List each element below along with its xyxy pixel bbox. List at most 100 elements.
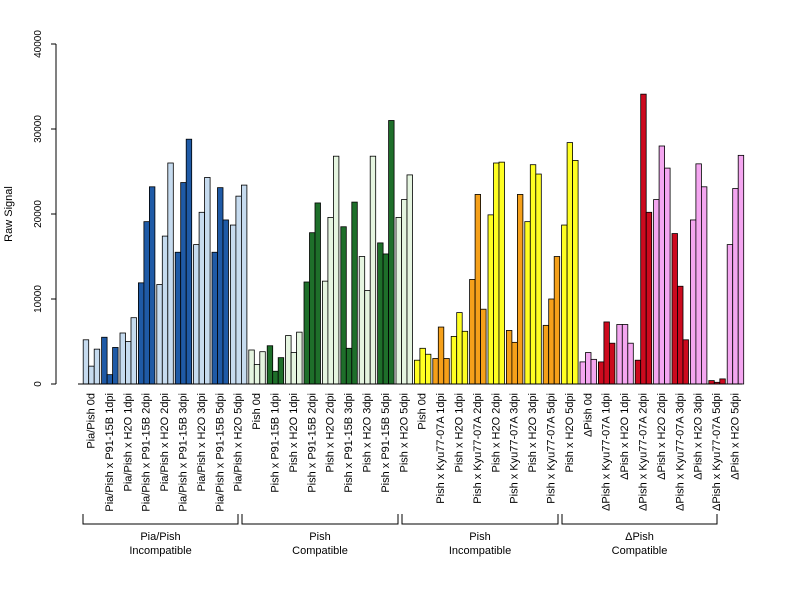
- bar: [358, 256, 366, 385]
- bar: [309, 232, 316, 385]
- bar: [719, 378, 726, 385]
- x-tick-label: ΔPish x Kyu77-07A 2dpi: [637, 393, 649, 511]
- bar: [222, 219, 229, 385]
- bar: [112, 347, 119, 385]
- bar: [272, 370, 279, 385]
- bar: [603, 321, 610, 385]
- bar: [161, 235, 169, 385]
- x-tick-label: Pia/Pish x H2O 1dpi: [122, 393, 134, 491]
- x-tick-label: Pia/Pish x H2O 3dpi: [196, 393, 208, 491]
- x-tick-label: Pish x H2O 3dpi: [361, 393, 373, 472]
- bar: [93, 348, 101, 385]
- x-axis-labels: Pia/Pish 0d Pia/Pish x P91-15B 1dpi Pia/Pi…: [85, 393, 741, 512]
- bar: [664, 167, 671, 385]
- bar: [185, 138, 193, 385]
- x-tick-label: Pish x H2O 5dpi: [398, 393, 410, 472]
- x-tick-label: Pish x H2O 5dpi: [564, 393, 576, 472]
- x-tick-label: Pish x P91-15B 1dpi: [269, 393, 281, 493]
- bar: [253, 364, 261, 385]
- bar: [566, 142, 573, 385]
- bar: [424, 353, 432, 385]
- x-tick-label: Pish x Kyu77-07A 2dpi: [472, 393, 484, 504]
- x-tick-label: ΔPish x H2O 3dpi: [693, 393, 705, 480]
- bar: [137, 282, 145, 385]
- x-tick-label: ΔPish x Kyu77-07A 5dpi: [711, 393, 723, 511]
- bar: [443, 358, 450, 385]
- group-bracket: [561, 514, 718, 525]
- bar: [290, 352, 298, 385]
- x-tick-label: Pia/Pish x P91-15B 1dpi: [104, 393, 116, 512]
- bar: [106, 374, 113, 385]
- x-tick-label: Pish x H2O 2dpi: [490, 393, 502, 472]
- bar: [125, 341, 132, 385]
- group-label-line2: Compatible: [292, 545, 348, 557]
- x-tick-label: ΔPish 0d: [582, 393, 594, 437]
- x-tick-label: ΔPish x H2O 1dpi: [619, 393, 631, 480]
- bar: [726, 244, 734, 385]
- bar: [413, 359, 421, 385]
- bar: [401, 199, 408, 385]
- bar: [259, 351, 266, 385]
- bar: [634, 359, 642, 385]
- group-label-line2: Compatible: [612, 545, 668, 557]
- bar: [119, 332, 126, 385]
- x-tick-label: Pia/Pish x P91-15B 5dpi: [214, 393, 226, 512]
- bar: [621, 324, 629, 385]
- bar: [701, 186, 708, 385]
- bar: [148, 186, 156, 385]
- bar: [529, 164, 537, 385]
- bar: [395, 216, 402, 385]
- bar: [285, 335, 292, 385]
- bar: [88, 365, 95, 385]
- group-label-line2: Incompatible: [129, 545, 191, 557]
- bar: [377, 242, 384, 385]
- bar: [627, 342, 634, 385]
- bar: [658, 145, 665, 385]
- bar: [474, 194, 482, 385]
- bar: [364, 290, 371, 385]
- bar: [235, 195, 242, 385]
- bar: [193, 244, 200, 385]
- bar: [327, 216, 334, 385]
- bar: [266, 345, 274, 385]
- bars: [82, 93, 745, 385]
- bar: [461, 330, 469, 385]
- bar: [690, 219, 697, 385]
- bar: [174, 251, 182, 385]
- x-tick-label: Pia/Pish x H2O 5dpi: [233, 393, 245, 491]
- bar: [351, 201, 358, 385]
- bar: [561, 224, 568, 385]
- bar: [156, 284, 163, 385]
- bar: [695, 163, 702, 385]
- bar: [732, 188, 739, 385]
- bar: [598, 361, 605, 385]
- y-tick-label: 0: [33, 381, 44, 387]
- bar: [217, 187, 224, 385]
- bar: [677, 285, 684, 385]
- bar: [487, 214, 494, 385]
- bar: [542, 324, 550, 385]
- x-tick-label: ΔPish x H2O 2dpi: [656, 393, 668, 480]
- bar: [579, 361, 586, 385]
- bar: [180, 182, 187, 385]
- group-label-line1: Pish: [309, 531, 330, 543]
- y-tick-label: 30000: [33, 115, 44, 143]
- x-tick-label: ΔPish x H2O 5dpi: [729, 393, 741, 480]
- bar: [143, 221, 150, 385]
- bar: [498, 161, 505, 385]
- bar: [406, 174, 413, 385]
- x-tick-label: Pia/Pish x P91-15B 3dpi: [177, 393, 189, 512]
- y-tick-label: 40000: [33, 30, 44, 58]
- bar: [321, 280, 329, 385]
- x-tick-label: Pish x P91-15B 3dpi: [343, 393, 355, 493]
- x-tick-label: Pish 0d: [251, 393, 263, 430]
- bar: [708, 380, 715, 385]
- bar: [535, 173, 542, 385]
- bar: [572, 160, 579, 385]
- bar: [616, 324, 623, 385]
- x-tick-label: Pish x P91-15B 2dpi: [306, 393, 318, 493]
- group-brackets: Pia/Pish Incompatible Pish Compatible Pish In…: [82, 514, 718, 557]
- x-tick-label: Pish x H2O 3dpi: [527, 393, 539, 472]
- bar: [345, 347, 353, 385]
